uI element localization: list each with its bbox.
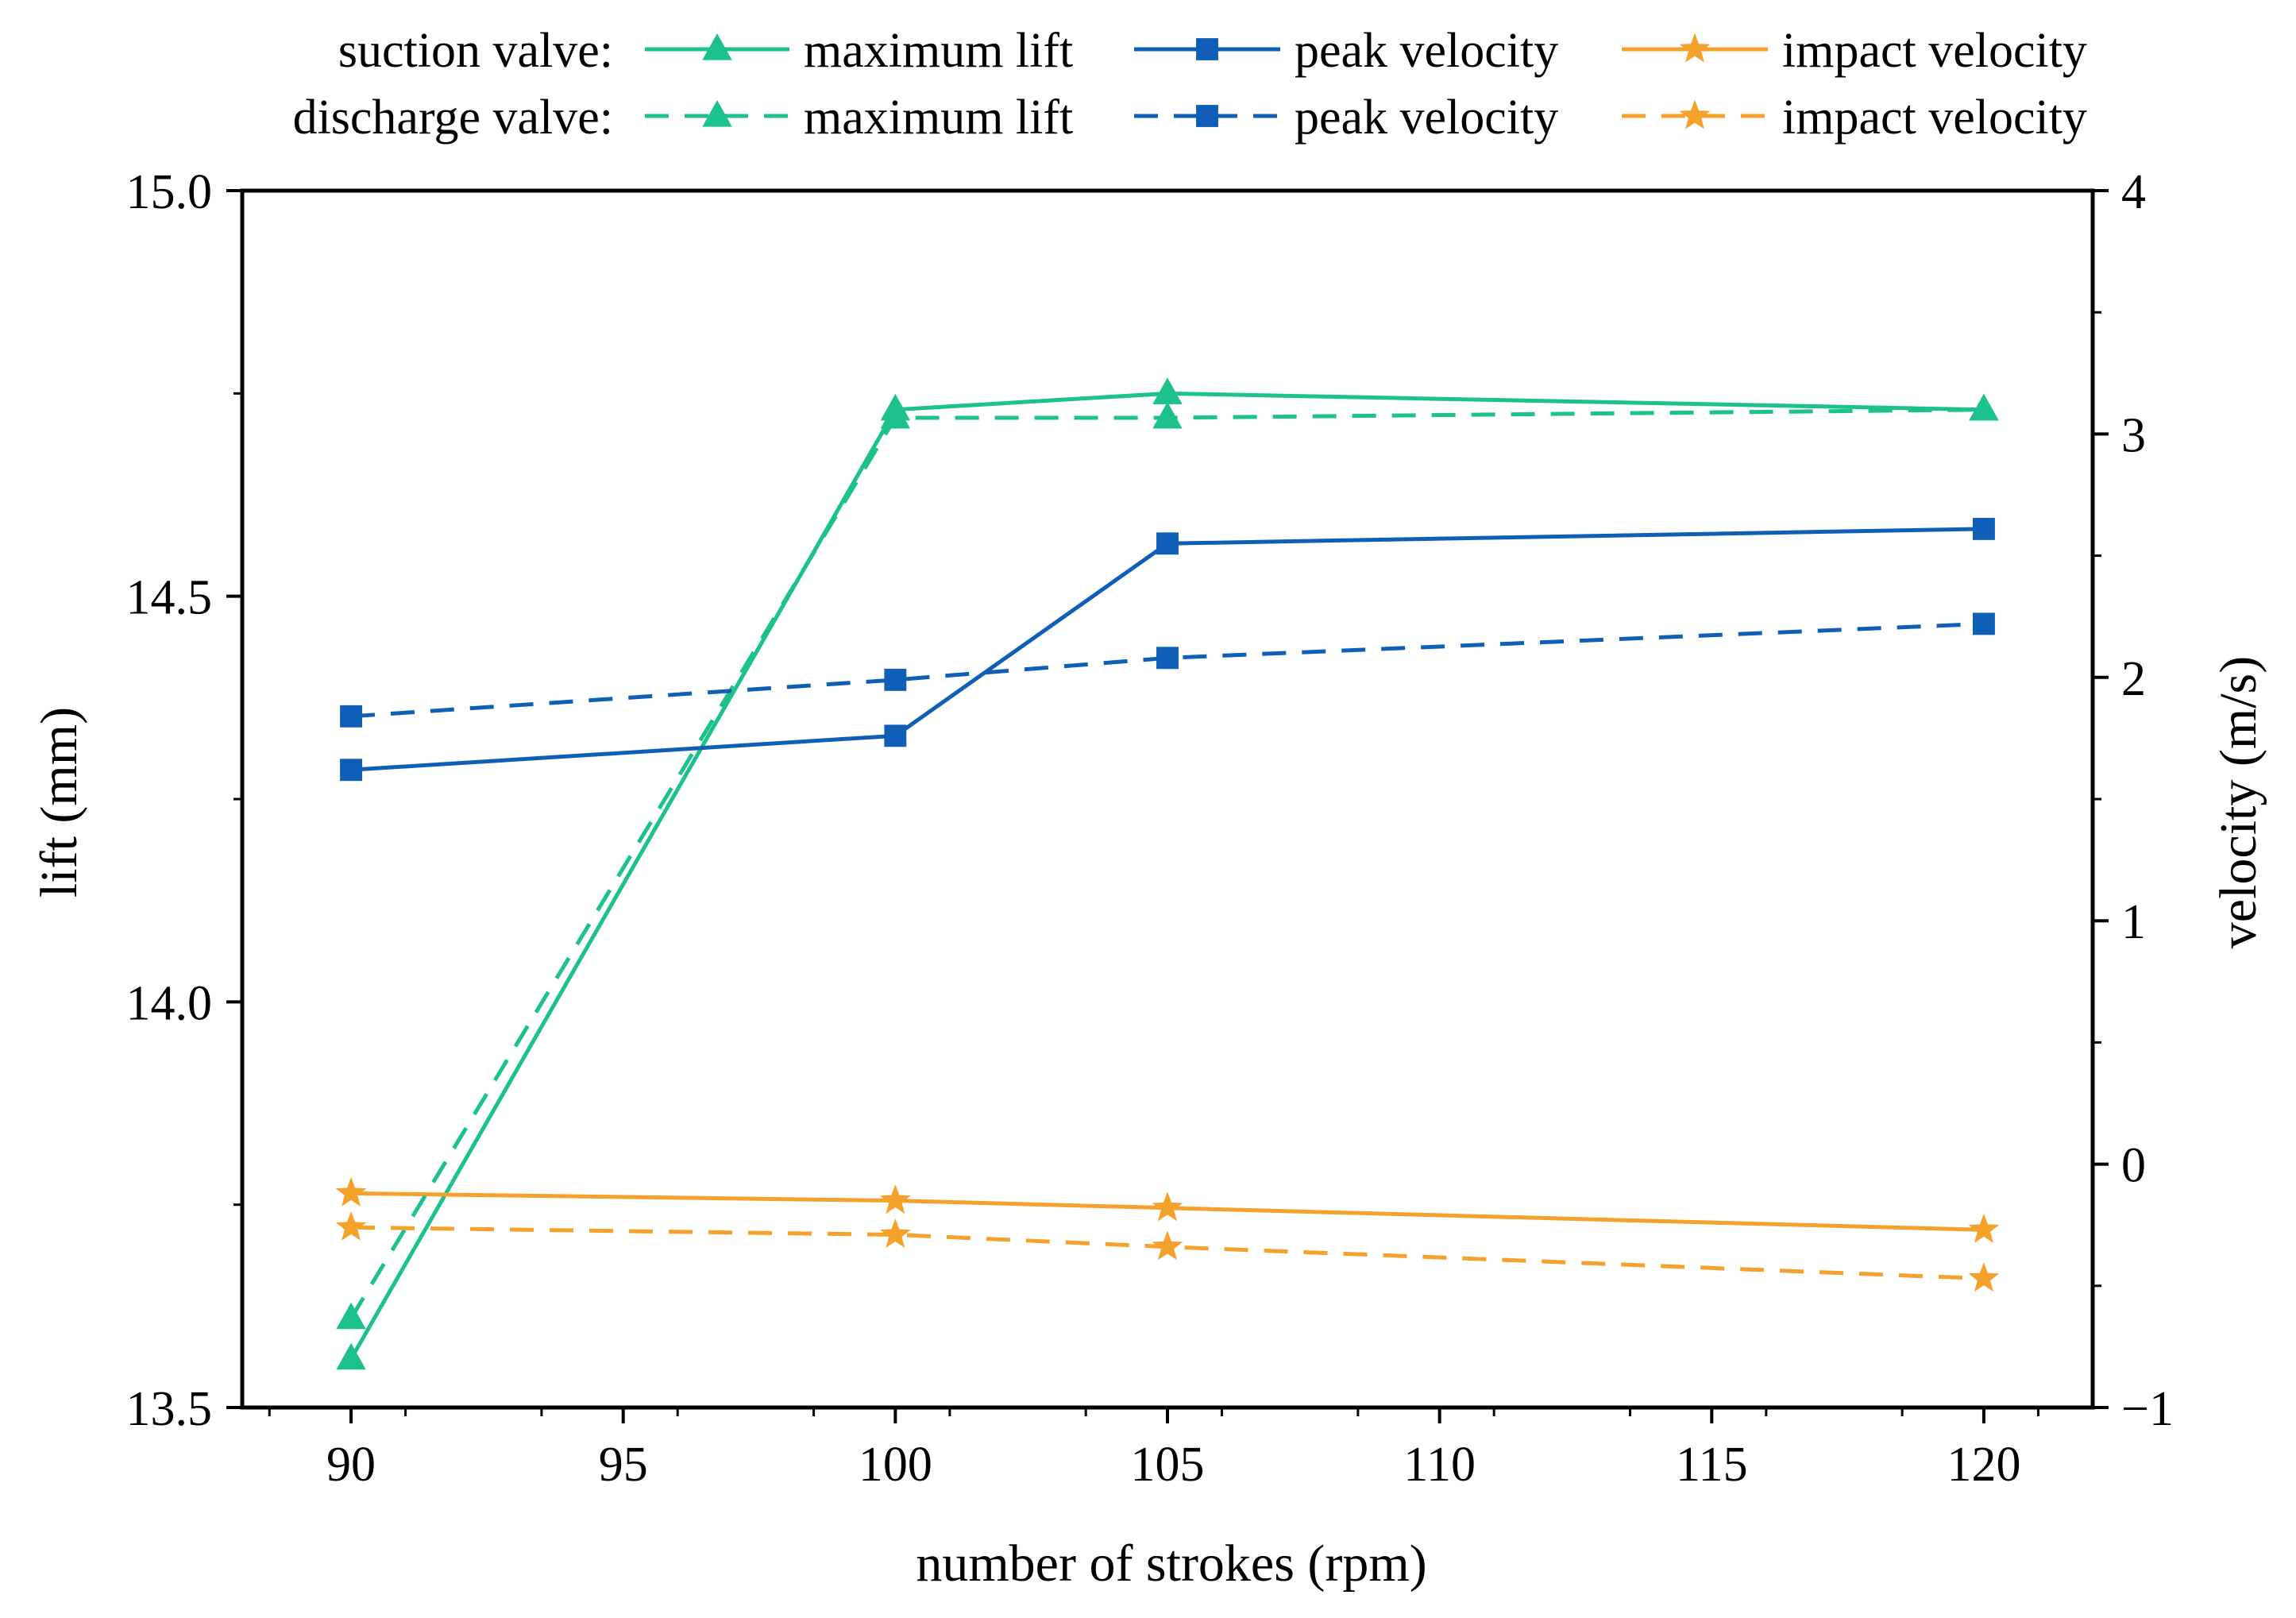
series-line [351,1225,1985,1281]
y-left-tick-label: 14.5 [126,571,213,625]
y-right-tick-label: 2 [2121,652,2146,706]
x-tick-label: 120 [1947,1438,2020,1492]
legend-marker-triangle [702,99,732,127]
y-right-tick-label: 3 [2121,408,2146,462]
x-tick-label: 105 [1131,1438,1205,1492]
y-right-axis-label: velocity (m/s) [2209,656,2267,948]
data-point-star [879,1218,911,1248]
data-point-star [1152,1191,1183,1222]
data-point-star [335,1176,367,1207]
x-tick-label: 100 [859,1438,932,1492]
legend-marker-star [1679,99,1711,129]
series-discharge-valve-impact-velocity [335,1211,2000,1292]
legend-group-label: discharge valve: [293,91,613,145]
data-point-triangle [1152,377,1183,404]
legend-entry-label: maximum lift [804,24,1073,78]
data-point-star [1968,1262,2000,1292]
data-point-triangle [880,401,911,429]
legend-entry-label: peak velocity [1295,24,1558,78]
legend-entry-label: impact velocity [1782,24,2087,78]
data-point-star [1152,1230,1183,1261]
series-suction-valve-maximum-lift [336,377,1999,1370]
plot-area [335,377,2000,1370]
x-tick-label: 95 [599,1438,648,1492]
series-discharge-valve-peak-velocity [340,612,1995,728]
data-point-star [879,1184,911,1214]
axes: 90 95 100 105 110 115 120 13.5 14.0 14.5 15.0 −1 0 1 2… [126,165,2174,1492]
data-point-triangle [336,1342,366,1370]
y-right-tick-label: −1 [2121,1382,2174,1436]
series-line [349,407,1984,1319]
data-point-star [1968,1213,2000,1243]
legend-entry-label: maximum lift [804,91,1073,145]
legend: suction valve: maximum lift peak velocity i… [293,24,2087,145]
series-line [350,527,1984,772]
data-point-square [1973,517,1995,540]
x-tick-label: 110 [1403,1438,1476,1492]
y-left-tick-label: 15.0 [126,165,213,219]
y-right-tick-label: 4 [2121,165,2146,219]
y-left-tick-label: 13.5 [126,1382,213,1436]
legend-group-label: suction valve: [338,24,613,78]
series-suction-valve-impact-velocity [335,1176,2000,1243]
y-right-tick-label: 0 [2121,1139,2146,1193]
series-suction-valve-peak-velocity [340,517,1995,782]
data-point-square [884,724,907,747]
legend-marker-square [1196,105,1218,127]
legend-marker-star [1679,33,1711,63]
data-point-triangle [1969,393,1999,421]
legend-entry-label: impact velocity [1782,91,2087,145]
data-point-square [1973,612,1995,635]
data-point-square [884,668,907,691]
x-tick-label: 90 [326,1438,376,1492]
series-line [351,1191,1985,1232]
data-point-square [1156,647,1179,670]
legend-entry-label: peak velocity [1295,91,1558,145]
legend-marker-triangle [702,33,732,60]
series-discharge-valve-maximum-lift [336,393,1999,1330]
y-left-axis-label: lift (mm) [30,707,88,898]
data-point-square [340,759,362,782]
y-left-tick-label: 14.0 [126,976,213,1030]
x-tick-label: 115 [1676,1438,1748,1492]
data-point-square [340,705,362,728]
legend-marker-square [1196,38,1218,60]
y-right-tick-label: 1 [2121,895,2146,949]
series-line [349,391,1984,1360]
data-point-square [1156,532,1179,555]
x-axis-label: number of strokes (rpm) [916,1535,1426,1593]
series-line [350,621,1985,719]
data-point-triangle [336,1302,366,1330]
data-point-triangle [1152,401,1183,429]
data-point-star [335,1211,367,1241]
